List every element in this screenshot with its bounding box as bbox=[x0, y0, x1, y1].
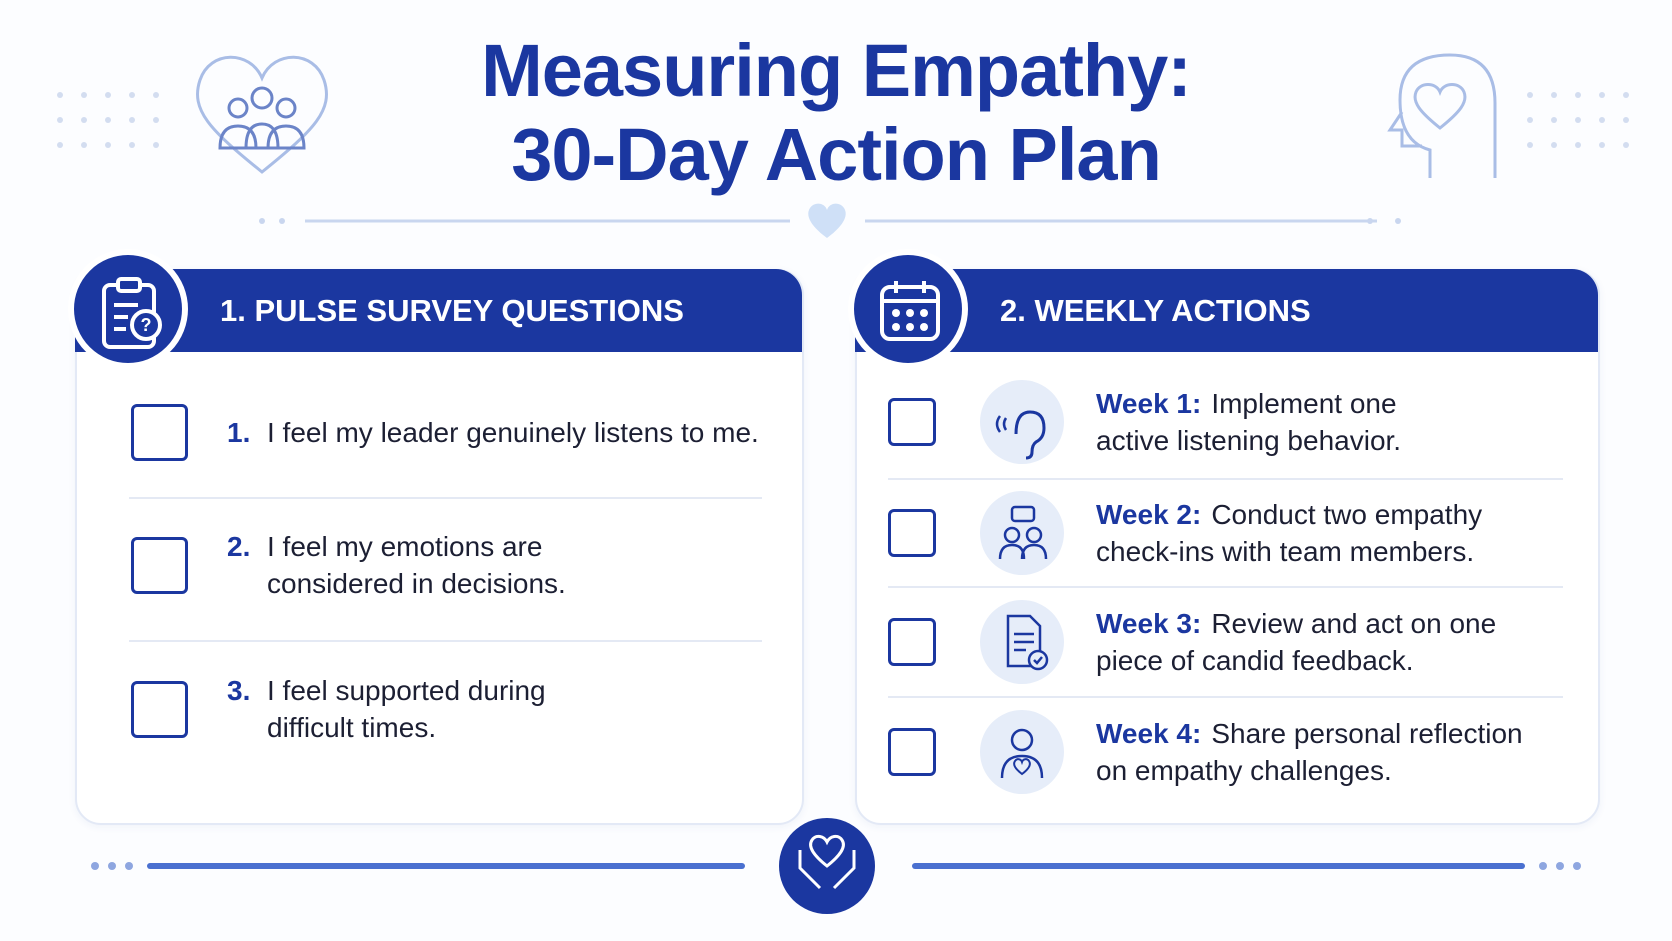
icon bbox=[880, 281, 940, 341]
icon bbox=[995, 410, 1046, 460]
title-line: 30-Day Action Plan bbox=[511, 113, 1162, 196]
item-text: considered in decisions. bbox=[267, 568, 566, 599]
week-label: Week 4: bbox=[1096, 718, 1202, 749]
item-line: Week 4: Share personal reflection bbox=[1096, 715, 1523, 752]
checkbox[interactable] bbox=[888, 728, 936, 776]
icon bbox=[1000, 728, 1044, 779]
item-text: Share personal reflection bbox=[1211, 718, 1523, 749]
item-text: I feel my leader genuinely listens to me… bbox=[267, 416, 759, 448]
item-text: active listening behavior. bbox=[1096, 425, 1402, 456]
panel-header: 1. PULSE SURVEY QUESTIONS bbox=[75, 269, 802, 352]
week-label: Week 1: bbox=[1096, 388, 1202, 419]
checkbox[interactable] bbox=[888, 398, 936, 446]
item-number: 3. bbox=[227, 675, 251, 706]
header-icon bbox=[848, 249, 968, 369]
icon bbox=[998, 505, 1048, 560]
item-text: I feel supported during bbox=[267, 675, 546, 706]
row-icon bbox=[980, 600, 1064, 684]
separator bbox=[888, 478, 1563, 480]
row-icon bbox=[980, 380, 1064, 464]
week-label: Week 2: bbox=[1096, 499, 1202, 530]
item-number: 1. bbox=[227, 416, 251, 448]
icon: ? bbox=[102, 277, 162, 349]
item-line: Week 3: Review and act on one bbox=[1096, 605, 1496, 642]
item-line: Week 1: Implement one bbox=[1096, 385, 1397, 422]
checkbox[interactable] bbox=[888, 618, 936, 666]
item-text: check-ins with team members. bbox=[1096, 536, 1475, 567]
separator bbox=[129, 640, 762, 642]
panel bbox=[75, 269, 804, 825]
checkbox[interactable] bbox=[131, 681, 188, 738]
item-text: Implement one bbox=[1211, 388, 1397, 419]
svg-text:?: ? bbox=[141, 315, 152, 335]
separator bbox=[888, 586, 1563, 588]
item-number: 2. bbox=[227, 531, 251, 562]
checkbox[interactable] bbox=[131, 404, 188, 461]
checkbox[interactable] bbox=[131, 537, 188, 594]
separator bbox=[129, 497, 762, 499]
week-label: Week 3: bbox=[1096, 608, 1202, 639]
item-text: difficult times. bbox=[267, 712, 437, 743]
icon bbox=[1006, 614, 1049, 671]
item-text: on empathy challenges. bbox=[1096, 755, 1392, 786]
checkbox[interactable] bbox=[888, 509, 936, 557]
row-icon bbox=[980, 710, 1064, 794]
row-icon bbox=[980, 491, 1064, 575]
item-line: Week 2: Conduct two empathy bbox=[1096, 496, 1482, 533]
panel-header: 2. WEEKLY ACTIONS bbox=[855, 269, 1598, 352]
item-text: I feel my emotions are bbox=[267, 531, 543, 562]
item-text: Review and act on one bbox=[1211, 608, 1497, 639]
title-line: Measuring Empathy: bbox=[481, 29, 1192, 112]
separator bbox=[888, 696, 1563, 698]
item-text: Conduct two empathy bbox=[1211, 499, 1483, 530]
item-text: piece of candid feedback. bbox=[1096, 645, 1414, 676]
header-icon: ? bbox=[68, 249, 188, 369]
